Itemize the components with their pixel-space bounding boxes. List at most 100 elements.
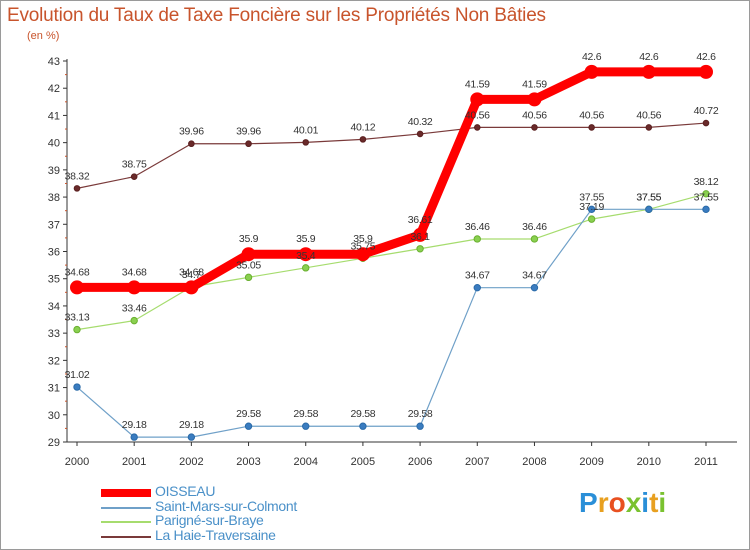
point-parigne (530, 235, 539, 243)
y-tick-label: 36 (48, 247, 60, 259)
point-oisseau (699, 64, 713, 79)
point-la-haie (473, 124, 481, 131)
data-label-oisseau: 35.9 (239, 233, 259, 245)
legend-swatch-parigne (101, 521, 151, 523)
logo-letter: r (597, 487, 609, 518)
point-la-haie (73, 185, 81, 192)
point-saint-mars (587, 205, 596, 214)
data-label-saint-mars: 37.55 (694, 191, 719, 203)
point-la-haie (645, 124, 653, 131)
data-label-saint-mars: 29.58 (236, 408, 261, 420)
data-label-saint-mars: 34.67 (522, 270, 547, 282)
point-la-haie (702, 119, 710, 127)
point-oisseau (70, 280, 84, 295)
data-label-oisseau: 42.6 (639, 51, 659, 63)
point-la-haie (188, 140, 195, 148)
data-label-saint-mars: 37.55 (636, 191, 661, 203)
data-label-la-haie: 40.32 (408, 116, 433, 128)
legend-swatch-oisseau (101, 489, 151, 497)
y-tick-label: 39 (48, 165, 60, 177)
point-saint-mars (302, 422, 310, 430)
y-tick-label: 31 (48, 383, 60, 395)
x-tick-label: 2009 (579, 456, 603, 468)
data-label-parigne: 33.13 (65, 312, 90, 324)
point-oisseau (584, 64, 599, 79)
x-tick-label: 2003 (236, 456, 260, 468)
data-label-la-haie: 40.56 (522, 109, 547, 121)
point-parigne (702, 190, 710, 198)
x-tick-label: 2011 (694, 456, 718, 468)
x-tick-label: 2007 (465, 456, 489, 468)
legend-swatch-la-haie (101, 536, 151, 538)
series-line-la-haie (76, 122, 707, 189)
x-tick-label: 2005 (351, 456, 375, 468)
data-label-la-haie: 40.72 (694, 105, 719, 117)
y-tick-label: 37 (48, 219, 60, 231)
y-tick-label: 38 (48, 192, 60, 204)
chart-title: Evolution du Taux de Taxe Foncière sur l… (7, 5, 546, 26)
point-parigne (130, 316, 138, 325)
data-label-oisseau: 42.6 (582, 51, 602, 63)
data-label-parigne: 37.19 (579, 201, 604, 213)
data-label-la-haie: 40.56 (579, 109, 604, 121)
point-oisseau (298, 247, 313, 262)
data-label-saint-mars: 29.58 (351, 408, 376, 420)
x-tick-label: 2008 (522, 456, 546, 468)
logo-letter: i (658, 487, 667, 518)
point-oisseau (127, 280, 142, 295)
data-label-parigne: 36.46 (522, 221, 547, 233)
logo-letter: i (641, 487, 650, 518)
point-parigne (244, 273, 253, 282)
data-label-oisseau: 42.6 (696, 51, 716, 63)
data-label-oisseau: 34.68 (179, 266, 204, 278)
data-label-saint-mars: 31.02 (65, 369, 90, 381)
data-label-la-haie: 40.56 (636, 109, 661, 121)
point-oisseau (470, 92, 485, 107)
x-tick-label: 2001 (122, 456, 146, 468)
data-label-saint-mars: 34.67 (465, 270, 490, 282)
point-parigne (587, 215, 596, 223)
point-oisseau (184, 280, 199, 295)
point-oisseau (641, 64, 656, 79)
point-la-haie (302, 139, 310, 146)
y-tick-label: 30 (48, 410, 60, 422)
data-label-parigne: 35.75 (351, 240, 376, 252)
data-label-parigne: 36.1 (410, 231, 430, 243)
data-label-saint-mars: 29.18 (122, 419, 147, 431)
data-label-la-haie: 40.12 (351, 121, 376, 133)
data-label-saint-mars: 29.58 (293, 408, 318, 420)
data-label-la-haie: 39.96 (179, 126, 204, 138)
data-label-oisseau: 34.68 (122, 266, 147, 278)
data-label-parigne: 34.7 (182, 269, 202, 281)
point-la-haie (245, 140, 252, 148)
series-line-saint-mars (76, 208, 707, 438)
point-la-haie (531, 124, 538, 131)
point-saint-mars (645, 205, 653, 214)
x-tick-label: 2002 (179, 456, 203, 468)
point-saint-mars (530, 283, 539, 292)
point-saint-mars (130, 433, 138, 441)
data-label-oisseau: 35.9 (296, 233, 316, 245)
y-tick-label: 34 (48, 301, 60, 313)
x-tick-label: 2000 (65, 456, 89, 468)
point-saint-mars (187, 433, 196, 441)
data-label-la-haie: 40.56 (465, 109, 490, 121)
y-tick-label: 43 (48, 56, 60, 68)
point-parigne (73, 325, 81, 334)
point-oisseau (241, 247, 256, 262)
data-label-oisseau: 41.59 (465, 78, 490, 90)
logo-letter: P (579, 487, 598, 518)
legend-swatch-saint-mars (101, 507, 151, 509)
point-saint-mars (416, 422, 424, 430)
data-label-parigne: 33.46 (122, 303, 147, 315)
y-tick-label: 42 (48, 83, 60, 95)
data-label-parigne: 35.05 (236, 259, 261, 271)
legend-label-saint-mars: Saint-Mars-sur-Colmont (155, 498, 297, 514)
point-la-haie (130, 173, 138, 180)
series-line-parigne (76, 193, 707, 331)
data-label-parigne: 36.46 (465, 221, 490, 233)
legend-label-oisseau: OISSEAU (155, 483, 216, 499)
y-tick-label: 33 (48, 328, 60, 340)
y-tick-label: 41 (48, 110, 60, 122)
data-label-oisseau: 34.68 (65, 266, 90, 278)
